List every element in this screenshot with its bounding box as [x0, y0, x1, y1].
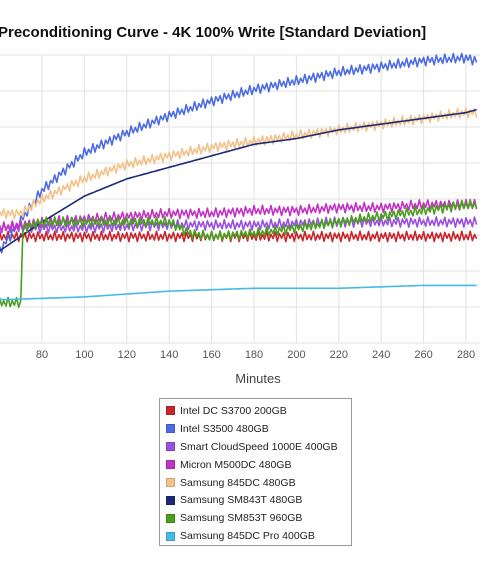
chart-title: Preconditioning Curve - 4K 100% Write [S… — [0, 24, 426, 41]
legend-item: Intel DC S3700 200GB — [166, 402, 351, 420]
legend-label: Micron M500DC 480GB — [180, 458, 292, 471]
legend-item: Samsung SM853T 960GB — [166, 509, 351, 527]
x-tick-label: 80 — [36, 349, 48, 361]
x-tick-label: 100 — [75, 349, 93, 361]
legend-label: Samsung SM853T 960GB — [180, 512, 303, 525]
legend-item: Intel S3500 480GB — [166, 420, 351, 438]
legend-swatch — [166, 460, 175, 470]
chart-series-group — [0, 52, 478, 309]
x-tick-label: 180 — [245, 349, 263, 361]
x-axis-label: Minutes — [235, 371, 281, 386]
chart-grid — [0, 54, 480, 344]
legend-swatch — [166, 406, 175, 416]
chart-legend: Intel DC S3700 200GB Intel S3500 480GB Sma… — [159, 398, 352, 546]
x-tick-label: 240 — [372, 349, 390, 361]
x-tick-label: 220 — [330, 349, 348, 361]
legend-label: Intel DC S3700 200GB — [180, 404, 287, 417]
series-line — [0, 52, 478, 254]
legend-swatch — [166, 442, 175, 452]
series-line — [0, 108, 477, 252]
legend-item: Micron M500DC 480GB — [166, 456, 351, 474]
legend-swatch — [166, 495, 175, 505]
legend-label: Samsung 845DC Pro 400GB — [180, 530, 315, 543]
series-line — [0, 198, 478, 309]
x-tick-label: 140 — [160, 349, 178, 361]
x-tick-label: 120 — [118, 349, 136, 361]
legend-item: Samsung SM843T 480GB — [166, 491, 351, 509]
series-line — [0, 284, 477, 301]
legend-label: Samsung SM843T 480GB — [180, 494, 303, 507]
x-tick-label: 200 — [287, 349, 305, 361]
series-line — [0, 216, 478, 234]
legend-label: Intel S3500 480GB — [180, 422, 269, 435]
legend-item: Samsung 845DC 480GB — [166, 474, 351, 492]
legend-swatch — [166, 531, 175, 541]
legend-item: Samsung 845DC Pro 400GB — [166, 527, 351, 545]
legend-label: Samsung 845DC 480GB — [180, 476, 296, 489]
legend-swatch — [166, 513, 175, 523]
legend-item: Smart CloudSpeed 1000E 400GB — [166, 438, 351, 456]
x-tick-label: 160 — [202, 349, 220, 361]
legend-swatch — [166, 424, 175, 434]
chart-svg: Preconditioning Curve - 4K 100% Write [S… — [0, 24, 480, 386]
legend-label: Smart CloudSpeed 1000E 400GB — [180, 440, 338, 453]
x-axis-ticks: 080100120140160180200220240260280 — [36, 349, 475, 361]
legend-swatch — [166, 478, 175, 487]
x-tick-label: 260 — [414, 349, 432, 361]
x-tick-label: 280 — [457, 349, 475, 361]
